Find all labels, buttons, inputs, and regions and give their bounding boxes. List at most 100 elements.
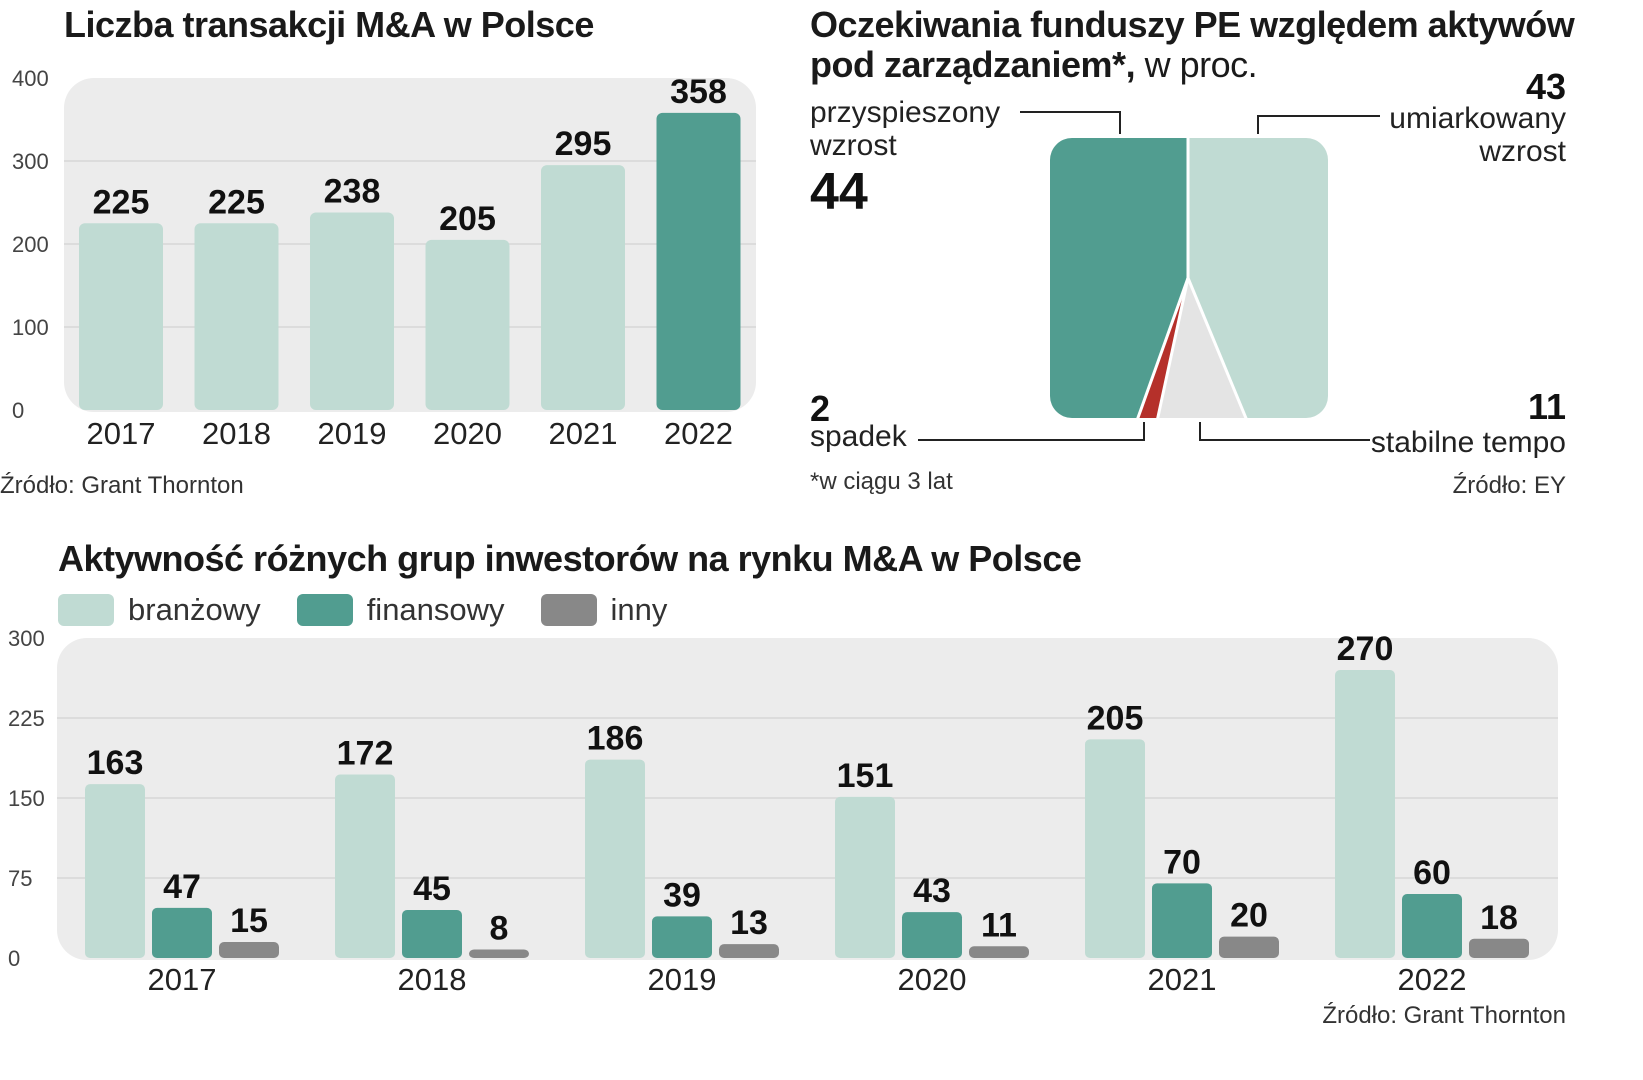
chart3-bar-2017-2 [219, 942, 279, 958]
chart3-value-label: 70 [1163, 843, 1201, 881]
chart3-value-label: 20 [1230, 897, 1268, 935]
label-przyspieszony: przyspieszony [810, 96, 1001, 129]
chart2-footnote: *w ciągu 3 lat [810, 468, 953, 495]
chart3-source: Źródło: Grant Thornton [1322, 1002, 1566, 1029]
chart1-xtick-label: 2020 [433, 416, 502, 451]
legend-swatch-branzowy [58, 594, 114, 626]
legend-swatch-finansowy [296, 594, 353, 626]
chart1-bar-2019 [310, 212, 394, 410]
label-umiarkowany: umiarkowany [1389, 102, 1566, 135]
chart3-value-label: 163 [87, 744, 144, 782]
chart3-plot: 0751502253001634715201717245820181863913… [8, 626, 1558, 997]
chart1-value-label: 238 [324, 172, 381, 210]
chart1-plot: 0 100 200 300 400 225 2017 225 2018 238 2019 205 202… [12, 66, 756, 451]
leader-stabilne [1199, 422, 1370, 441]
chart3-value-label: 8 [490, 909, 509, 947]
chart2-plot [918, 111, 1380, 441]
chart1-ytick-label: 400 [12, 66, 49, 91]
chart3-value-label: 151 [837, 757, 894, 795]
chart3-bar-2021-1 [1152, 883, 1212, 958]
chart3-bar-2018-2 [469, 949, 529, 958]
leader-spadek [918, 422, 1145, 441]
legend-swatch-inny [540, 594, 597, 626]
chart3-bar-2020-1 [902, 912, 962, 958]
leader-przyspieszony [1020, 111, 1121, 134]
chart3-xtick-label: 2022 [1398, 962, 1467, 997]
chart2-unit: w proc. [1144, 44, 1258, 85]
chart3-bar-2021-2 [1219, 936, 1279, 958]
chart1-bar-2020 [425, 239, 510, 410]
chart3-value-label: 205 [1087, 699, 1144, 737]
legend-item-inny: inny [540, 592, 668, 628]
chart3-xtick-label: 2019 [648, 962, 717, 997]
chart3-bar-2021-0 [1085, 739, 1145, 958]
leader-umiarkowany [1257, 115, 1380, 134]
chart2-title-bold: pod zarządzaniem*, [810, 44, 1136, 85]
chart2-title: Oczekiwania funduszy PE względem aktywów [810, 4, 1575, 45]
chart1-bar-2017 [79, 223, 163, 410]
chart1-ytick-label: 0 [12, 398, 24, 423]
chart3-bar-2018-0 [335, 774, 395, 958]
chart3-bar-2018-1 [402, 910, 462, 958]
chart3-title: Aktywność różnych grup inwestorów na ryn… [58, 538, 1082, 579]
chart1-xtick-label: 2017 [87, 416, 156, 451]
chart1-bar-2022 [656, 112, 741, 411]
legend-label-inny: inny [610, 592, 668, 627]
pie-slice-umiarkowany [1188, 138, 1328, 418]
chart3-bar-2022-1 [1402, 894, 1462, 958]
legend-item-finansowy: finansowy [296, 592, 505, 628]
chart1-value-label: 295 [555, 125, 612, 163]
chart1-value-label: 225 [208, 183, 265, 221]
chart3-value-label: 172 [337, 735, 394, 773]
chart1-value-label: 225 [93, 183, 150, 221]
chart3-bar-2017-1 [152, 907, 212, 958]
chart3-xtick-label: 2017 [148, 962, 217, 997]
chart3-value-label: 18 [1480, 899, 1518, 937]
chart1-xtick-label: 2022 [664, 416, 733, 451]
chart3-value-label: 45 [413, 870, 451, 908]
chart3-xtick-label: 2018 [398, 962, 467, 997]
value-spadek: 2 [810, 388, 831, 429]
chart1-ytick-label: 300 [12, 149, 49, 174]
chart1-xtick-label: 2021 [549, 416, 618, 451]
chart3-xtick-label: 2021 [1148, 962, 1217, 997]
chart1-source: Źródło: Grant Thornton [0, 472, 244, 499]
legend-label-finansowy: finansowy [366, 592, 505, 627]
chart3-value-label: 186 [587, 720, 644, 758]
chart3-value-label: 39 [663, 876, 701, 914]
legend-item-branzowy: branżowy [58, 592, 261, 628]
value-stabilne: 11 [1527, 386, 1566, 427]
chart1-title: Liczba transakcji M&A w Polsce [64, 4, 594, 45]
chart3-value-label: 43 [913, 872, 951, 910]
chart3-value-label: 11 [981, 906, 1017, 944]
chart2-source: Źródło: EY [1452, 472, 1566, 499]
chart3-ytick-label: 300 [8, 626, 45, 651]
chart1-ytick-label: 100 [12, 315, 49, 340]
chart1-background [64, 78, 756, 412]
chart1-bar-2021 [541, 165, 625, 410]
chart3-bar-2020-0 [835, 796, 895, 958]
chart1-xtick-label: 2018 [202, 416, 271, 451]
chart3-value-label: 47 [163, 868, 201, 906]
chart3-value-label: 270 [1337, 630, 1394, 668]
chart3-bar-2020-2 [969, 946, 1029, 958]
chart3-bar-2019-1 [652, 916, 712, 958]
chart3-ytick-label: 75 [8, 866, 32, 891]
label-przyspieszony-2: wzrost [810, 129, 897, 162]
chart3-background [57, 638, 1558, 960]
label-stabilne: stabilne tempo [1370, 426, 1566, 459]
chart1-value-label: 205 [439, 200, 496, 238]
chart1-xtick-label: 2019 [318, 416, 387, 451]
chart3-bar-2019-2 [719, 944, 779, 958]
legend-label-branzowy: branżowy [128, 592, 261, 627]
pie-slice-przyspieszony [1050, 138, 1188, 418]
chart3-bar-2019-0 [585, 759, 645, 958]
label-umiarkowany-2: wzrost [1479, 135, 1566, 168]
chart3-value-label: 15 [230, 902, 268, 940]
chart2-title-line2: pod zarządzaniem*, w proc. [810, 44, 1258, 86]
chart3-ytick-label: 225 [8, 706, 45, 731]
chart3-xtick-label: 2020 [898, 962, 967, 997]
chart1-bar-2018 [194, 223, 279, 410]
pie-slice-stabilne [1153, 278, 1255, 418]
chart3-ytick-label: 150 [8, 786, 45, 811]
